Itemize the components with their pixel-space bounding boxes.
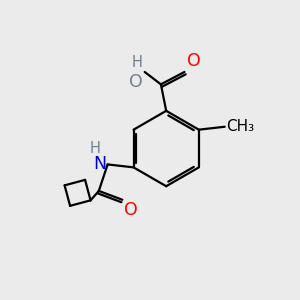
Text: H: H	[132, 55, 143, 70]
Text: O: O	[124, 201, 138, 219]
Text: N: N	[93, 155, 106, 173]
Text: CH₃: CH₃	[226, 119, 255, 134]
Text: O: O	[187, 52, 200, 70]
Text: O: O	[129, 73, 143, 91]
Text: H: H	[90, 141, 101, 156]
